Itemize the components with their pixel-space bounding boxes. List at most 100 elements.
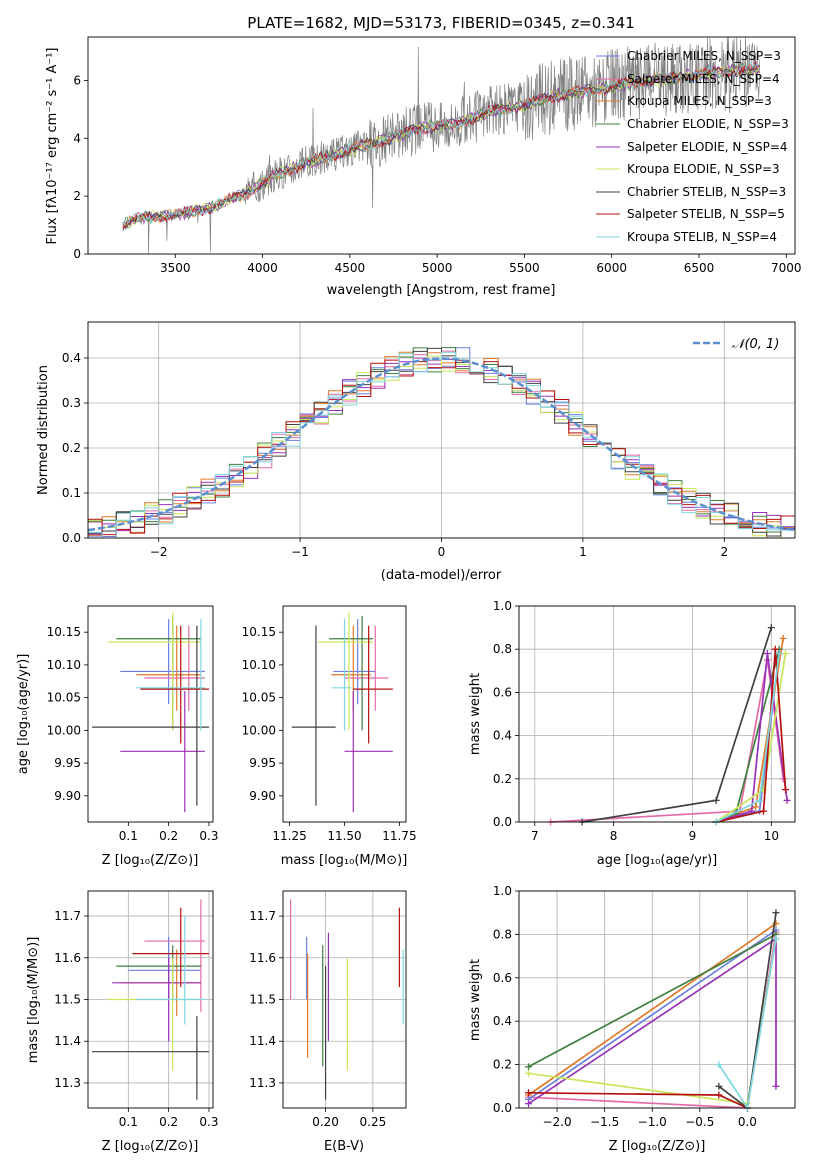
weight-line-salp_elodie — [715, 653, 788, 823]
y-tick-label: 0.8 — [493, 927, 512, 941]
model-spectrum-krou_stelib — [122, 62, 761, 225]
weight-line-chab_elodie — [528, 933, 777, 1068]
y-tick-label: 0.8 — [493, 642, 512, 656]
model-spectrum-chab_stelib — [122, 64, 760, 232]
y-tick-label: 11.5 — [249, 993, 276, 1007]
mass-z-ylabel: mass [log₁₀(M/M⊙)] — [26, 937, 41, 1064]
histogram-salp_stelib — [88, 359, 795, 536]
legend-label-1: Salpeter MILES, N_SSP=4 — [627, 72, 780, 86]
x-tick-label: 4000 — [247, 261, 278, 275]
y-tick-label: 9.95 — [54, 756, 81, 770]
x-tick-label: −0.5 — [685, 1115, 714, 1129]
axes-frame — [282, 605, 407, 823]
age-vs-metallicity-panel: 0.1 0.2 0.3 9.90 9.95 10.00 10.05 10.10 10.15 — [47, 605, 219, 843]
x-tick-label: 11.75 — [382, 829, 416, 843]
y-tick-label: 0.0 — [62, 531, 81, 545]
y-tick-label: 9.95 — [249, 756, 276, 770]
y-tick-label: 10.15 — [47, 625, 81, 639]
y-tick-label: 0.6 — [493, 685, 512, 699]
y-tick-label: 9.90 — [249, 789, 276, 803]
y-tick-label: 1.0 — [493, 599, 512, 613]
x-tick-label: 1 — [579, 545, 587, 559]
residual-ylabel: Normed distribution — [36, 365, 51, 495]
y-tick-label: 0.0 — [493, 815, 512, 829]
x-tick-label: 6000 — [596, 261, 627, 275]
x-tick-label: −1 — [291, 545, 309, 559]
axes-frame — [518, 890, 796, 1109]
y-tick-label: 11.4 — [54, 1034, 81, 1048]
y-tick-label: 1.0 — [493, 884, 512, 898]
spectrum-legend: Chabrier MILES, N_SSP=3 Salpeter MILES, … — [596, 49, 789, 244]
y-tick-label: 2 — [73, 189, 81, 203]
x-tick-label: −1.0 — [638, 1115, 667, 1129]
mass-vs-extinction-panel: 0.20 0.25 11.3 11.4 11.5 11.6 11.7 — [249, 890, 407, 1129]
y-tick-label: 0.4 — [493, 729, 512, 743]
weight-z-xlabel: Z [log₁₀(Z/Z⊙)] — [609, 1139, 706, 1154]
mass-vs-metallicity-panel: 0.1 0.2 0.3 11.3 11.4 11.5 11.6 11.7 — [54, 890, 219, 1129]
x-tick-label: 0.3 — [199, 829, 218, 843]
weight-age-ylabel: mass weight — [468, 673, 483, 755]
y-tick-label: 0 — [73, 247, 81, 261]
y-tick-label: 10.10 — [47, 658, 81, 672]
legend-label-0: Chabrier MILES, N_SSP=3 — [627, 49, 781, 63]
spectrum-xlabel: wavelength [Angstrom, rest frame] — [327, 283, 556, 298]
axes-frame — [87, 605, 214, 823]
y-tick-label: 11.3 — [249, 1076, 276, 1090]
axes-frame — [87, 36, 796, 255]
y-tick-label: 0.1 — [62, 486, 81, 500]
x-tick-label: 0.0 — [738, 1115, 757, 1129]
x-tick-label: 6500 — [684, 261, 715, 275]
y-tick-label: 0.4 — [493, 1014, 512, 1028]
x-tick-label: 5000 — [422, 261, 453, 275]
legend-label-6: Chabrier STELIB, N_SSP=3 — [627, 185, 786, 199]
weight-line-chab_miles — [528, 929, 777, 1101]
x-tick-label: 2 — [720, 545, 728, 559]
y-tick-label: 10.05 — [47, 691, 81, 705]
x-tick-label: 4500 — [335, 261, 366, 275]
age-mass-xlabel: mass [log₁₀(M/M⊙)] — [281, 853, 408, 868]
y-tick-label: 10.00 — [242, 723, 276, 737]
x-tick-label: 9 — [689, 829, 697, 843]
age-z-ylabel: age [log₁₀(age/yr)] — [16, 654, 31, 775]
x-tick-label: −2.0 — [542, 1115, 571, 1129]
x-tick-label: 0.2 — [159, 829, 178, 843]
x-tick-label: 0.2 — [159, 1115, 178, 1129]
legend-label-5: Kroupa ELODIE, N_SSP=3 — [627, 162, 780, 176]
spectrum-panel: 3500 4000 4500 5000 5500 6000 6500 7000 0 2 4 6 — [73, 36, 802, 275]
y-tick-label: 10.10 — [242, 658, 276, 672]
x-tick-label: 0.1 — [119, 829, 138, 843]
x-tick-label: −2 — [150, 545, 168, 559]
x-tick-label: 8 — [610, 829, 618, 843]
x-tick-label: 10 — [764, 829, 779, 843]
y-tick-label: 0.2 — [493, 1058, 512, 1072]
y-tick-label: 0.4 — [62, 351, 81, 365]
y-tick-label: 11.3 — [54, 1076, 81, 1090]
legend-label-8: Kroupa STELIB, N_SSP=4 — [627, 230, 777, 244]
y-tick-label: 10.15 — [242, 625, 276, 639]
axes-frame — [87, 890, 214, 1109]
histogram-krou_stelib — [88, 351, 795, 539]
weight-line-krou_miles — [528, 922, 777, 1096]
spectrum-ylabel: Flux [fλ10⁻¹⁷ erg cm⁻² s⁻¹ A⁻¹] — [45, 48, 60, 245]
gauss-legend-label: 𝒩(0, 1) — [732, 337, 779, 352]
y-tick-label: 11.4 — [249, 1034, 276, 1048]
y-tick-label: 0.6 — [493, 971, 512, 985]
weight-age-xlabel: age [log₁₀(age/yr)] — [597, 853, 718, 868]
x-tick-label: 0.1 — [119, 1115, 138, 1129]
x-tick-label: 0.3 — [199, 1115, 218, 1129]
weight-line-salp_miles — [550, 659, 785, 823]
y-tick-label: 0.2 — [62, 441, 81, 455]
x-tick-label: 0.20 — [312, 1115, 339, 1129]
y-tick-label: 11.7 — [249, 909, 276, 923]
legend-label-4: Salpeter ELODIE, N_SSP=4 — [627, 140, 788, 154]
y-tick-label: 0.2 — [493, 772, 512, 786]
y-tick-label: 11.6 — [54, 951, 81, 965]
x-tick-label: 11.25 — [272, 829, 306, 843]
residual-histogram-panel: −2 −1 0 1 2 0.0 0.1 0.2 0.3 0.4 — [62, 321, 796, 559]
legend-label-7: Salpeter STELIB, N_SSP=5 — [627, 207, 785, 221]
y-tick-label: 0.0 — [493, 1101, 512, 1115]
age-z-xlabel: Z [log₁₀(Z/Z⊙)] — [102, 853, 199, 868]
weight-z-ylabel: mass weight — [468, 959, 483, 1041]
x-tick-label: −1.5 — [590, 1115, 619, 1129]
